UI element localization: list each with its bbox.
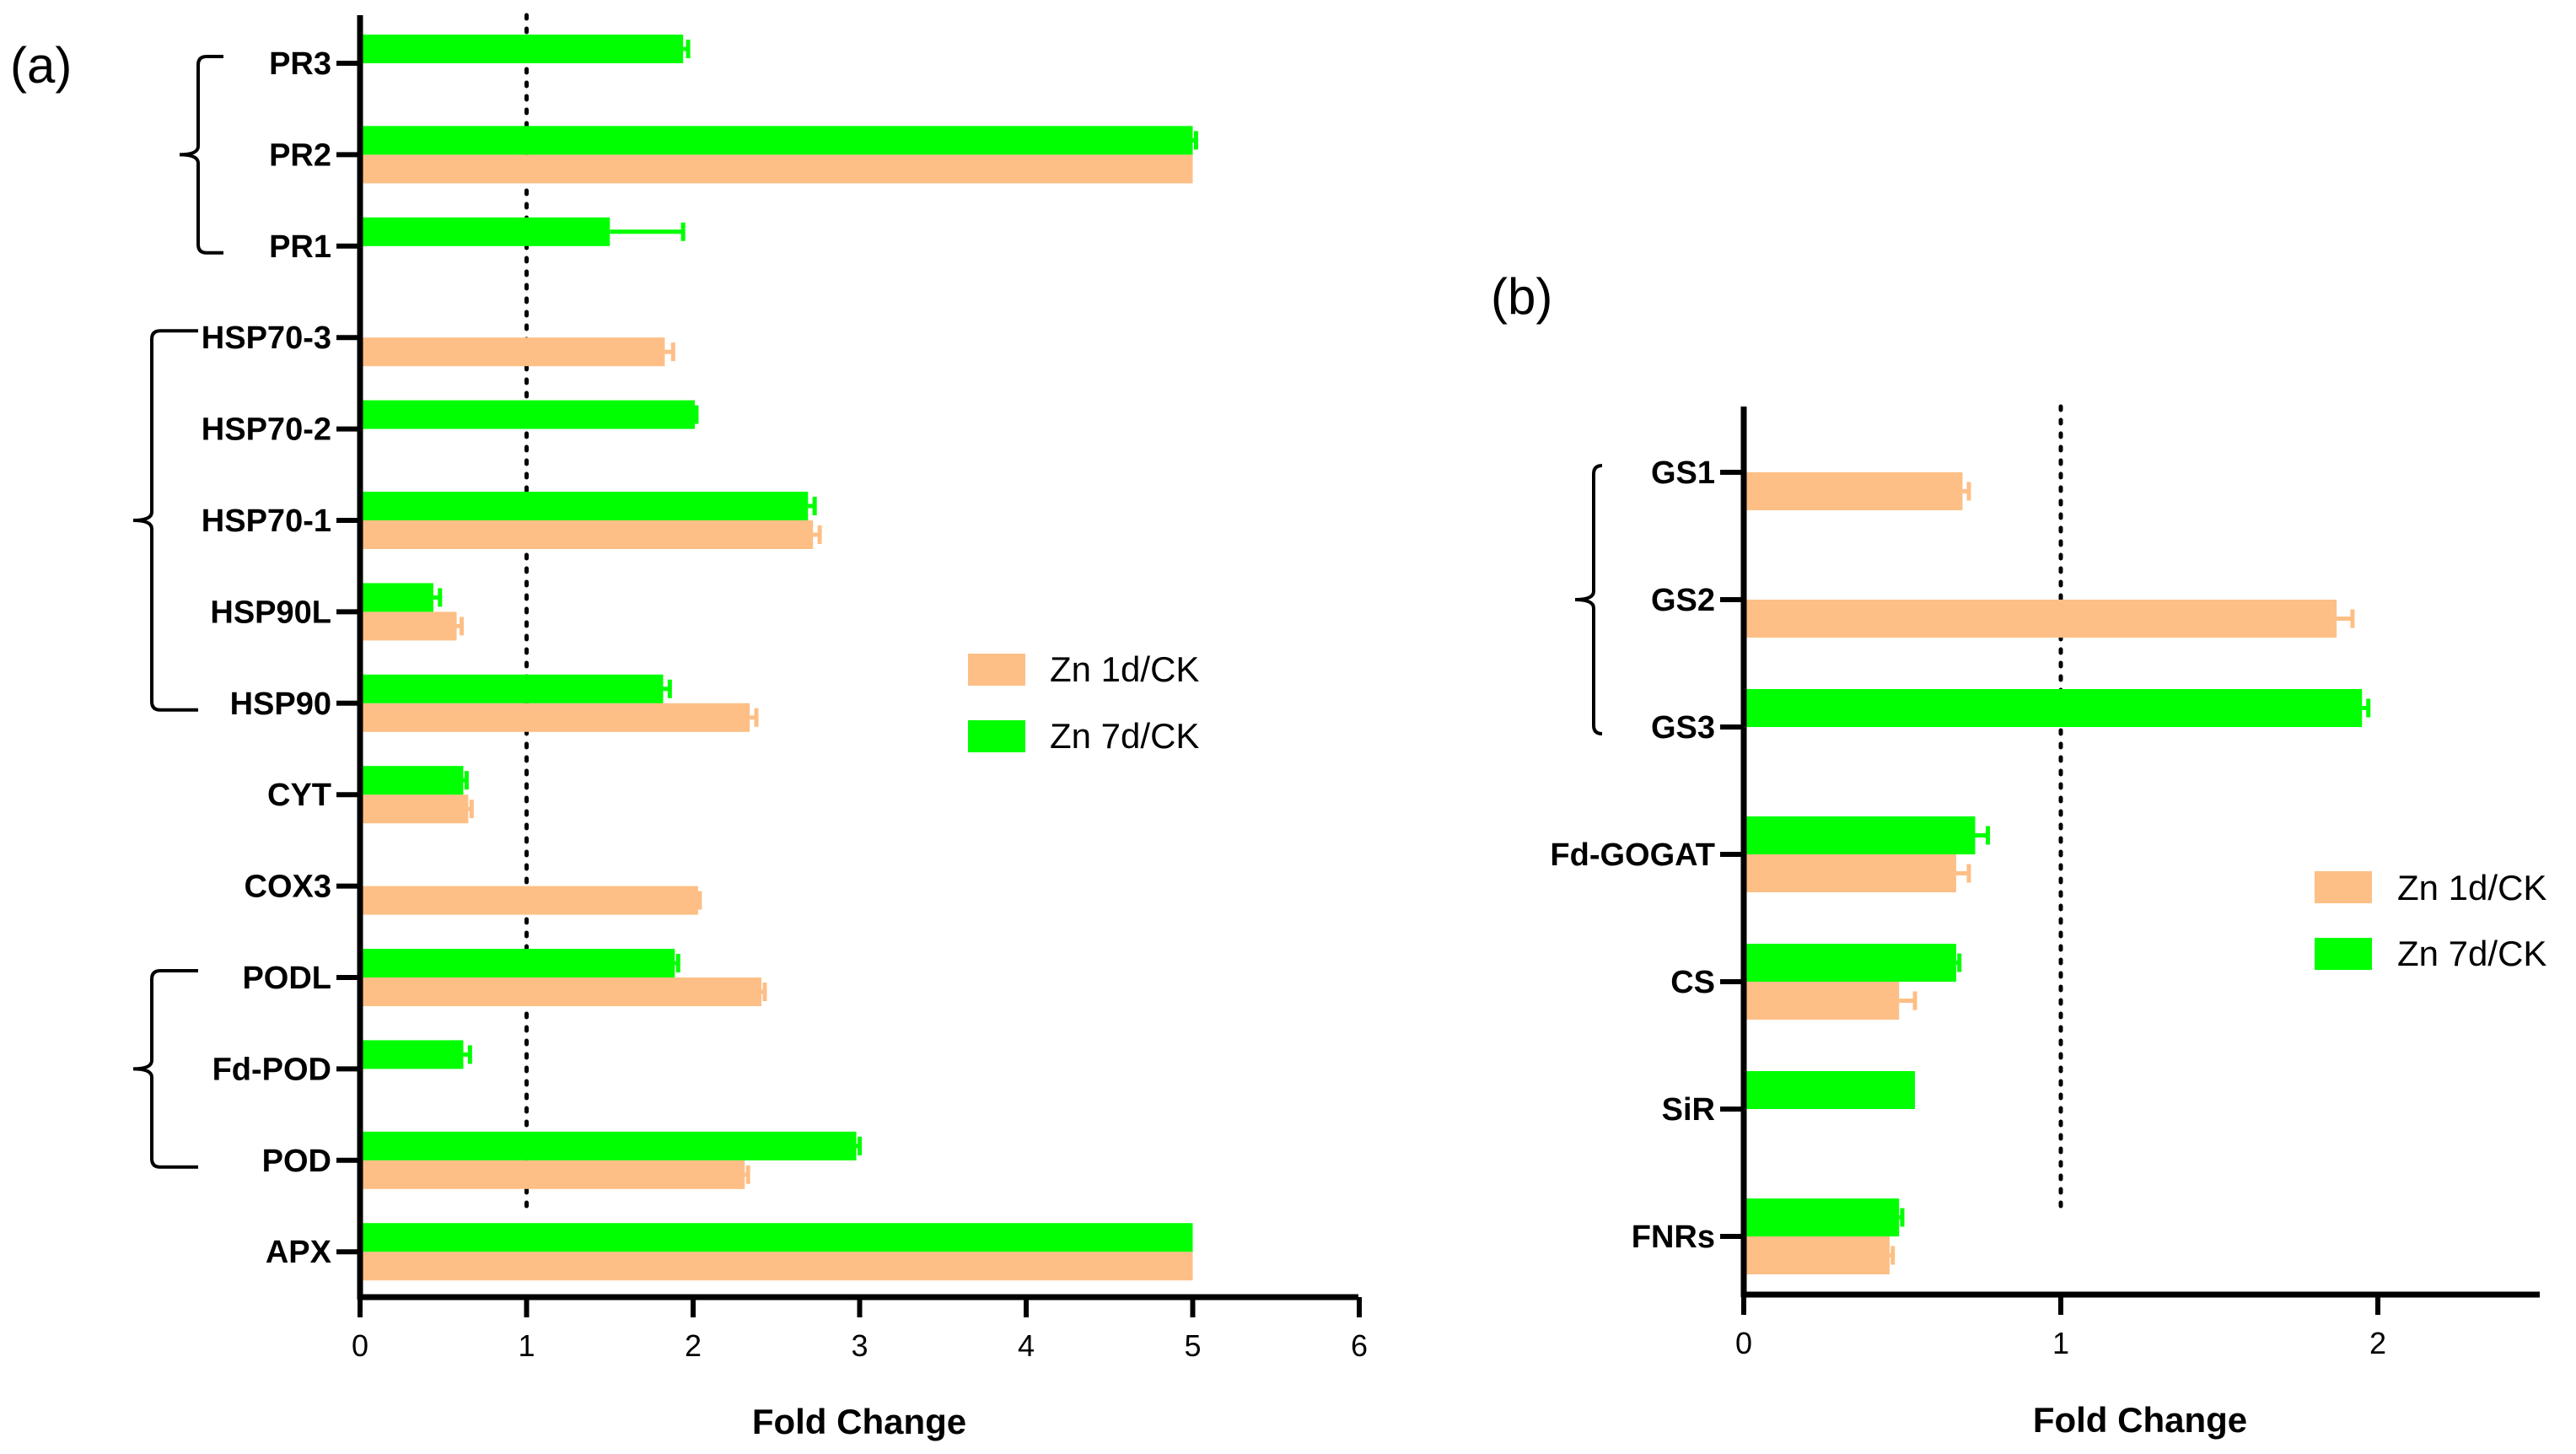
panel-b-bar-zn1d-fnrs — [1744, 1236, 1890, 1274]
panel-a-y-tick-label-cyt: CYT — [267, 778, 331, 813]
panel-a-bar-zn7d-pr1 — [360, 217, 610, 246]
panel-a-x-tick-label-3: 3 — [851, 1328, 868, 1363]
panel-a-bar-zn1d-hsp70-3 — [360, 337, 665, 367]
panel-a-bar-zn7d-hsp90 — [360, 674, 664, 703]
panel-b-label: (b) — [1491, 268, 1552, 325]
panel-a-legend: Zn 1d/CK Zn 7d/CK — [968, 649, 1199, 756]
panel-a-y-tick-label-fd-pod: Fd-POD — [212, 1052, 331, 1087]
panel-a-bar-zn7d-hsp70-1 — [360, 492, 809, 520]
panel-a-bar-zn1d-cyt — [360, 794, 469, 824]
panel-a-group-brackets — [132, 55, 223, 1169]
panel-a-bar-zn7d-fd-pod — [360, 1040, 464, 1069]
panel-b-legend-label-zn1d: Zn 1d/CK — [2397, 868, 2546, 907]
panel-a-group-bracket-2 — [132, 329, 198, 712]
panel-b-group-bracket-1 — [1574, 464, 1603, 735]
panel-b-bar-zn1d-gs2 — [1744, 600, 2337, 638]
panel-a-group-bracket-3 — [132, 969, 198, 1169]
panel-a-bar-zn1d-pr2 — [360, 154, 1193, 184]
panel-a-legend-label-zn7d: Zn 7d/CK — [1050, 716, 1199, 756]
panel-a-y-tick-label-cox3: COX3 — [245, 870, 331, 905]
panel-a-bar-zn1d-podl — [360, 977, 761, 1006]
panel-a-y-tick-label-apx: APX — [266, 1235, 332, 1270]
panel-a-legend-label-zn1d: Zn 1d/CK — [1050, 649, 1199, 689]
panel-b-y-tick-label-fd-gogat: Fd-GOGAT — [1550, 837, 1715, 873]
panel-b-bar-zn1d-cs — [1744, 982, 1900, 1020]
panel-a-bar-zn7d-apx — [360, 1223, 1193, 1252]
panel-a-y-tick-label-hsp70-1: HSP70-1 — [202, 504, 331, 539]
panel-a-bar-zn1d-hsp90 — [360, 703, 750, 732]
panel-b-bar-zn1d-fd-gogat — [1744, 854, 1956, 892]
panel-a-bar-zn7d-pr3 — [360, 35, 684, 63]
panel-b-y-tick-label-gs2: GS2 — [1651, 583, 1715, 618]
panel-a-bar-zn1d-hsp70-1 — [360, 520, 814, 549]
panel-a-x-tick-label-5: 5 — [1184, 1328, 1201, 1363]
panel-b-x-tick-label-0: 0 — [1735, 1326, 1752, 1360]
panel-b-bar-zn7d-fd-gogat — [1744, 816, 1976, 854]
panel-b-y-tick-label-fnrs: FNRs — [1632, 1220, 1715, 1255]
panel-b-x-tick-label-1: 1 — [2052, 1326, 2069, 1360]
panel-a-bar-zn1d-cox3 — [360, 886, 698, 915]
panel-b-y-tick-label-sir: SiR — [1662, 1092, 1715, 1128]
panel-b-y-tick-label-gs1: GS1 — [1651, 455, 1715, 491]
panel-b-legend: Zn 1d/CK Zn 7d/CK — [2315, 868, 2546, 973]
panel-b-y-tick-label-cs: CS — [1670, 965, 1715, 1000]
panel-a-bar-zn1d-apx — [360, 1252, 1193, 1281]
panel-a-bars — [360, 35, 1198, 1281]
panel-a-y-tick-label-hsp90: HSP90 — [230, 687, 331, 722]
panel-a-chart: (a) PR3 PR2 PR1 HSP70-3 HSP70-2 HSP70-1 HSP90L… — [10, 13, 1368, 1441]
panel-a-bar-zn7d-pr2 — [360, 126, 1193, 155]
panel-a-y-tick-label-pr3: PR3 — [269, 46, 331, 82]
panel-a-legend-swatch-zn1d — [968, 654, 1025, 686]
panel-a-y-tick-label-hsp70-3: HSP70-3 — [202, 320, 331, 356]
panel-a-x-tick-label-0: 0 — [352, 1328, 368, 1363]
panel-a-y-tick-label-pr2: PR2 — [269, 137, 331, 173]
panel-a-y-tick-label-podl: PODL — [242, 961, 331, 996]
panel-b-axes: GS1 GS2 GS3 Fd-GOGAT CS SiR FNRs 0 1 2 — [1550, 407, 2540, 1360]
panel-a-label: (a) — [10, 37, 72, 94]
panel-b-legend-swatch-zn7d — [2315, 938, 2372, 970]
panel-b-bar-zn7d-fnrs — [1744, 1198, 1900, 1236]
panel-b-x-tick-label-2: 2 — [2369, 1326, 2386, 1360]
panel-b-bar-zn7d-gs3 — [1744, 689, 2363, 727]
panel-a-y-tick-label-hsp90l: HSP90L — [210, 595, 331, 630]
panel-a-bar-zn1d-pod — [360, 1160, 745, 1189]
panel-a-x-tick-label-4: 4 — [1018, 1328, 1035, 1363]
panel-a-bar-zn1d-hsp90l — [360, 611, 457, 641]
panel-a-y-tick-label-hsp70-2: HSP70-2 — [202, 412, 331, 448]
panel-b-y-tick-label-gs3: GS3 — [1651, 710, 1715, 746]
panel-b-x-axis-title: Fold Change — [2033, 1400, 2247, 1440]
panel-a-bar-zn7d-podl — [360, 949, 675, 977]
panel-a-x-axis-title: Fold Change — [752, 1402, 966, 1441]
panel-a-y-tick-label-pod: POD — [262, 1144, 331, 1179]
panel-b-group-brackets — [1574, 464, 1603, 735]
panel-a-legend-swatch-zn7d — [968, 720, 1025, 752]
panel-a-x-tick-label-2: 2 — [685, 1328, 702, 1363]
panel-a-x-tick-label-6: 6 — [1351, 1328, 1368, 1363]
panel-a-group-bracket-1 — [179, 55, 223, 255]
panel-b-bars — [1744, 472, 2371, 1274]
panel-a-bar-zn7d-pod — [360, 1131, 857, 1161]
panel-a-axes: PR3 PR2 PR1 HSP70-3 HSP70-2 HSP70-1 HSP90L HSP9… — [202, 15, 1368, 1363]
panel-a-bar-zn7d-cyt — [360, 766, 464, 795]
panel-b-bar-zn7d-sir — [1744, 1071, 1916, 1109]
panel-a-bar-zn7d-hsp70-2 — [360, 400, 695, 429]
panel-a-bar-zn7d-hsp90l — [360, 583, 433, 612]
panel-b-bar-zn1d-gs1 — [1744, 472, 1963, 510]
panel-a-x-tick-label-1: 1 — [518, 1328, 535, 1363]
panel-b-chart: (b) GS1 GS2 GS3 Fd-GOGAT CS SiR FNRs 0 1 2 Fold C… — [1491, 268, 2546, 1440]
panel-b-legend-label-zn7d: Zn 7d/CK — [2397, 934, 2546, 973]
panel-b-legend-swatch-zn1d — [2315, 871, 2372, 903]
panel-a-y-tick-label-pr1: PR1 — [269, 229, 331, 265]
panel-b-bar-zn7d-cs — [1744, 944, 1956, 982]
